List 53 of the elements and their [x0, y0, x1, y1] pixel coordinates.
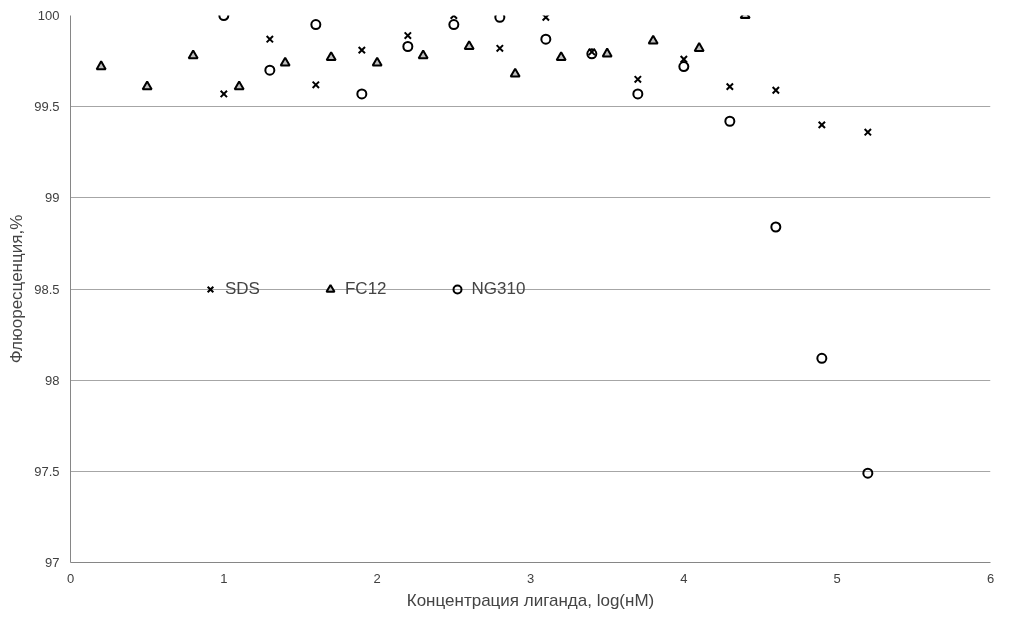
x-axis-title: Концентрация лиганда, log(нМ) [406, 590, 655, 610]
y-tick-label: 97 [45, 555, 60, 570]
point [540, 33, 552, 45]
y-tick-label: 99.5 [34, 99, 60, 115]
point [95, 60, 107, 71]
y-tick-label: 99 [45, 190, 60, 206]
legend-label: FC12 [344, 278, 387, 299]
point [495, 44, 505, 53]
point [816, 352, 828, 364]
point [279, 56, 291, 67]
point [417, 49, 429, 60]
point [357, 45, 367, 55]
y-tick-label: 98.5 [34, 281, 60, 297]
point [264, 64, 276, 76]
legend-label: SDS [225, 278, 260, 299]
point [647, 34, 659, 45]
point [265, 35, 275, 44]
point [863, 128, 873, 137]
point [325, 51, 337, 62]
x-tick-label: 5 [833, 570, 841, 586]
y-tick-label: 100 [37, 8, 60, 23]
point [402, 41, 414, 52]
point [693, 42, 705, 52]
x-tick-label: 0 [66, 570, 75, 586]
point [141, 80, 153, 91]
point [862, 467, 874, 479]
legend-label: NG310 [471, 278, 526, 299]
x-tick-label: 6 [986, 570, 995, 586]
y-tick-label: 98 [45, 372, 60, 388]
point [632, 88, 644, 100]
point [678, 61, 690, 73]
y-axis-title: Флюоресценция,% [7, 214, 27, 364]
point [233, 80, 245, 91]
point [724, 115, 736, 127]
point [509, 67, 521, 78]
point [311, 80, 321, 89]
y-tick-label: 97.5 [34, 463, 60, 479]
x-tick-label: 2 [373, 570, 381, 586]
point [371, 56, 383, 67]
point [555, 51, 567, 62]
x-tick-label: 4 [680, 570, 688, 586]
point [817, 120, 827, 130]
x-tick-label: 3 [526, 570, 535, 586]
point [356, 88, 368, 100]
point [601, 47, 613, 58]
point [219, 89, 229, 99]
point [187, 49, 199, 60]
point [463, 40, 475, 51]
x-tick-label: 1 [220, 570, 228, 586]
point [310, 19, 322, 31]
point [403, 31, 413, 40]
point [770, 221, 782, 233]
point [448, 19, 460, 31]
